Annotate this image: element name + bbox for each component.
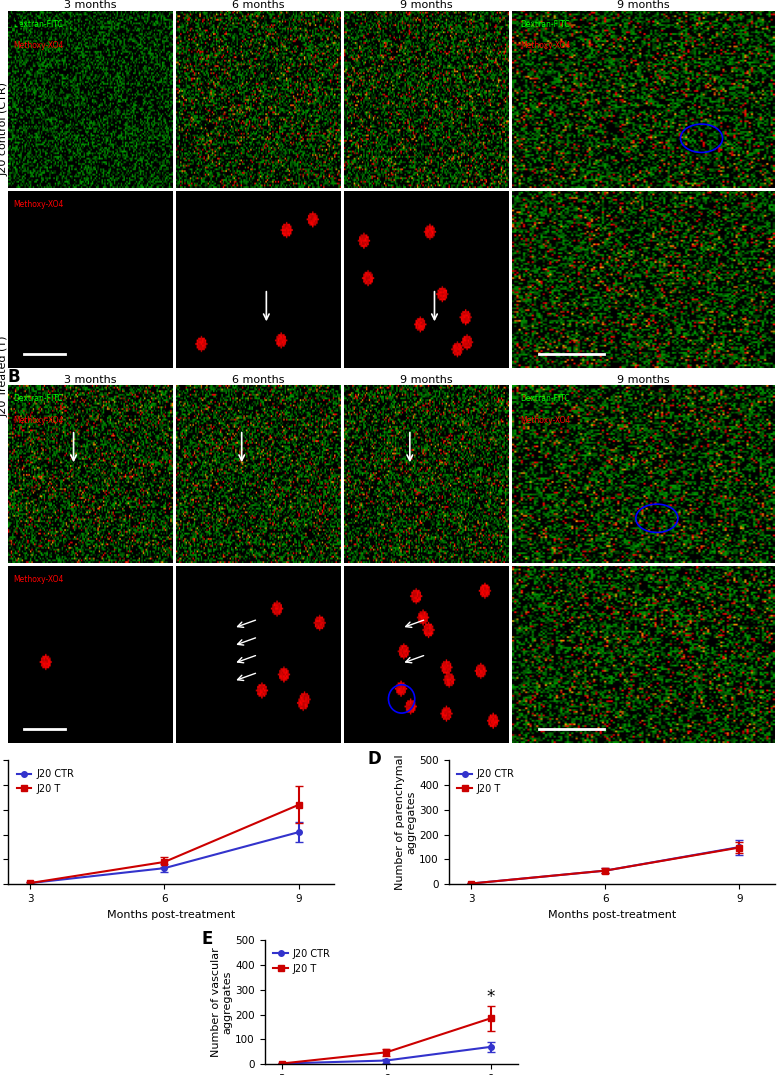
Text: Methoxy-XO4: Methoxy-XO4 [13,575,63,584]
Text: A: A [8,13,20,31]
Title: 9 months: 9 months [617,375,670,385]
Text: Methoxy-XO4: Methoxy-XO4 [13,41,63,49]
Text: J20 control (CTR): J20 control (CTR) [0,82,9,176]
Title: 3 months: 3 months [63,0,116,10]
Title: 9 months: 9 months [617,0,670,10]
Text: Dextran-FITC: Dextran-FITC [520,19,570,29]
Title: 6 months: 6 months [232,375,284,385]
Text: Dextran-FITC: Dextran-FITC [520,395,570,403]
Legend: J20 CTR, J20 T: J20 CTR, J20 T [453,765,518,798]
Text: Methoxy-XO4: Methoxy-XO4 [520,416,571,425]
Text: *: * [486,988,495,1006]
Text: Dextran-FITC: Dextran-FITC [13,395,63,403]
Text: Methoxy-XO4: Methoxy-XO4 [13,416,63,425]
Title: 6 months: 6 months [232,0,284,10]
Title: 9 months: 9 months [400,0,453,10]
Text: Dextran-FITC: Dextran-FITC [13,19,63,29]
X-axis label: Months post-treatment: Months post-treatment [548,909,676,919]
Legend: J20 CTR, J20 T: J20 CTR, J20 T [269,945,334,977]
Text: Methoxy-XO4: Methoxy-XO4 [13,200,63,210]
Title: 9 months: 9 months [400,375,453,385]
Y-axis label: Number of vascular
aggregates: Number of vascular aggregates [211,947,233,1057]
Text: Methoxy-XO4: Methoxy-XO4 [520,41,571,49]
Legend: J20 CTR, J20 T: J20 CTR, J20 T [13,765,78,798]
Text: B: B [8,368,20,386]
Title: 3 months: 3 months [63,375,116,385]
Text: J20 Treated (T): J20 Treated (T) [0,335,9,417]
Text: D: D [367,750,381,769]
Y-axis label: Number of parenchymal
aggregates: Number of parenchymal aggregates [395,755,417,890]
Text: E: E [201,930,212,948]
X-axis label: Months post-treatment: Months post-treatment [107,909,235,919]
